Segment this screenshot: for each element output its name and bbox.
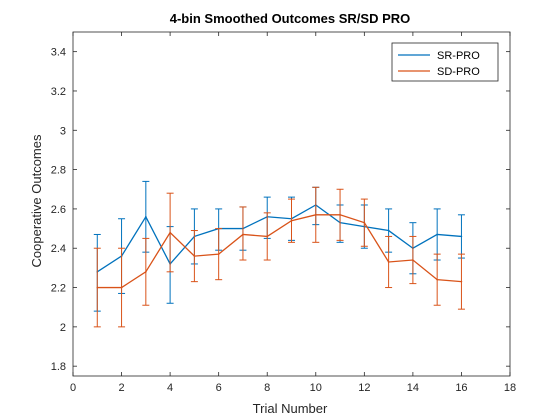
error-bar-sd-pro	[190, 230, 198, 283]
error-bar-sd-pro	[288, 198, 295, 243]
data-point-sd-pro	[460, 280, 463, 283]
y-tick-label: 2.4	[51, 243, 66, 255]
data-point-sd-pro	[242, 233, 244, 236]
y-tick-label: 2.6	[51, 204, 66, 216]
data-point-sd-pro	[436, 278, 438, 281]
data-point-sd-pro	[96, 286, 99, 289]
data-point-sr-pro	[460, 235, 463, 238]
error-bar-sd-pro	[93, 247, 101, 328]
y-tick-label: 3.2	[51, 86, 66, 98]
x-tick-label: 14	[407, 382, 419, 394]
series-line-sr-pro	[96, 204, 462, 273]
data-point-sd-pro	[193, 255, 196, 257]
x-tick-label: 16	[455, 382, 467, 394]
error-bar-sd-pro	[360, 198, 368, 247]
legend-box	[391, 42, 499, 82]
y-tick-label: 1.8	[51, 361, 66, 373]
error-bar-sd-pro	[215, 228, 223, 281]
error-bar-sd-pro	[336, 188, 344, 241]
data-point-sd-pro	[387, 261, 390, 263]
legend-label-sr-pro: SR-PRO	[437, 50, 480, 62]
error-bar-sd-pro	[142, 237, 150, 306]
data-point-sd-pro	[145, 271, 147, 273]
data-point-sd-pro	[339, 214, 341, 216]
error-bar-sd-pro	[239, 206, 247, 261]
error-bar-sd-pro	[312, 186, 320, 243]
data-point-sd-pro	[290, 219, 293, 222]
x-axis-label: Trial Number	[253, 401, 328, 416]
error-bar-sd-pro	[263, 212, 271, 261]
x-tick-label: 12	[358, 382, 370, 394]
data-point-sd-pro	[314, 214, 317, 216]
x-tick-label: 0	[70, 382, 76, 394]
data-point-sd-pro	[266, 235, 269, 238]
y-tick-label: 2	[60, 322, 66, 334]
data-point-sr-pro	[145, 215, 147, 218]
data-point-sd-pro	[169, 231, 171, 234]
data-point-sr-pro	[387, 229, 390, 232]
data-point-sd-pro	[412, 259, 414, 261]
x-tick-label: 10	[310, 382, 322, 394]
y-tick-label: 3.4	[51, 47, 66, 59]
legend-label-sd-pro: SD-PRO	[437, 66, 480, 78]
x-tick-label: 8	[264, 382, 270, 394]
error-bar-sd-pro	[457, 253, 465, 310]
data-point-sd-pro	[120, 286, 123, 289]
x-tick-label: 18	[504, 382, 516, 394]
x-tick-label: 4	[167, 382, 173, 394]
data-point-sd-pro	[363, 221, 366, 224]
y-axis-label: Cooperative Outcomes	[29, 134, 44, 267]
axes-box	[72, 31, 511, 377]
y-tick-label: 3	[60, 125, 66, 137]
legend: SR-PRO SD-PRO	[391, 42, 499, 82]
x-tick-label: 2	[118, 382, 124, 394]
series-line-sd-pro	[97, 214, 462, 289]
error-bar-sd-pro	[166, 192, 174, 273]
chart-title: 4-bin Smoothed Outcomes SR/SD PRO	[170, 11, 411, 26]
x-tick-label: 6	[216, 382, 222, 394]
data-point-sd-pro	[217, 253, 220, 255]
error-bar-sd-pro	[385, 235, 393, 289]
y-tick-label: 2.2	[51, 283, 66, 295]
error-bar-sd-pro	[433, 253, 441, 306]
plot-area: 0 2 4 6 8 10 12 14 16 18 1.8 2 2.2 2.4 2.6 2.8 3 3.2 3.4	[51, 31, 516, 394]
data-point-sr-pro	[436, 233, 438, 236]
y-tick-label: 2.8	[51, 165, 66, 177]
error-bar-sd-pro	[409, 235, 417, 285]
error-bar-sd-pro	[118, 247, 126, 328]
